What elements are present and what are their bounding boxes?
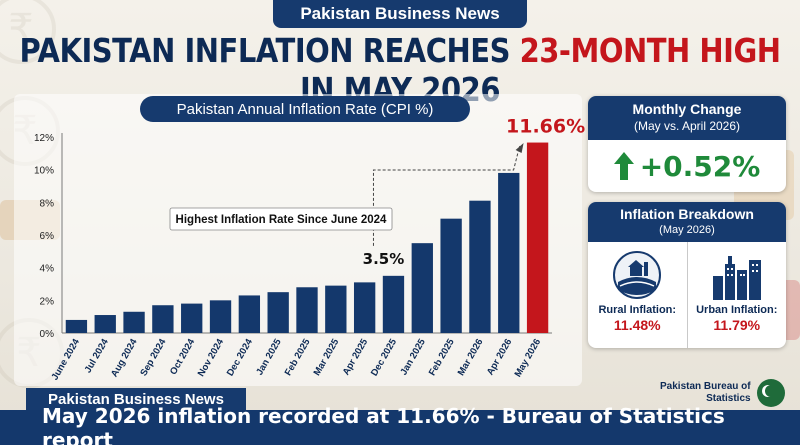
rural-column: Rural Inflation: 11.48% — [588, 242, 687, 348]
urban-column: Urban Inflation: 11.79% — [686, 242, 787, 348]
urban-value: 11.79% — [713, 317, 761, 333]
bar — [498, 172, 520, 333]
farm-icon — [588, 248, 687, 300]
top-banner: Pakistan Business News — [273, 0, 527, 28]
bar — [94, 315, 116, 333]
x-tick-label: Jul 2024 — [83, 336, 112, 375]
bar — [325, 285, 347, 333]
bar — [267, 292, 289, 333]
monthly-change-header: Monthly Change (May vs. April 2026) — [588, 96, 786, 140]
monthly-change-row: +0.52% — [588, 140, 786, 192]
inflation-breakdown-panel: Inflation Breakdown (May 2026) Rural Inf… — [588, 202, 786, 348]
x-tick-label: Nov 2024 — [196, 336, 227, 378]
footer-tag: Pakistan Business News — [26, 388, 246, 410]
bar — [296, 287, 318, 333]
rural-value: 11.48% — [613, 317, 661, 333]
city-icon — [688, 248, 787, 300]
pbs-line2: Statistics — [706, 393, 751, 404]
breakdown-subtitle: (May 2026) — [659, 224, 715, 236]
x-tick-label: Mar 2025 — [312, 336, 342, 377]
bar — [411, 243, 433, 333]
x-tick-label: May 2026 — [513, 337, 544, 379]
y-tick-label: 2% — [40, 296, 55, 307]
x-tick-label: Oct 2024 — [168, 336, 198, 376]
bar — [65, 319, 88, 333]
x-tick-label: Feb 2025 — [427, 336, 457, 377]
x-tick-label: Dec 2025 — [369, 336, 399, 378]
data-label: 11.66% — [506, 116, 585, 138]
monthly-change-subtitle: (May vs. April 2026) — [633, 119, 741, 133]
monthly-change-panel: Monthly Change (May vs. April 2026) +0.5… — [588, 96, 786, 192]
monthly-change-value: +0.52% — [639, 149, 761, 183]
news-ticker: May 2026 inflation recorded at 11.66% - … — [0, 404, 800, 445]
x-tick-label: Sep 2024 — [138, 336, 168, 378]
headline-highlight: 23-MONTH HIGH — [519, 30, 781, 70]
breakdown-title: Inflation Breakdown — [620, 206, 754, 222]
bar — [209, 300, 232, 333]
annotation-box — [169, 207, 393, 231]
monthly-change-title: Monthly Change — [632, 101, 742, 117]
x-tick-label: Jan 2025 — [254, 336, 284, 377]
y-tick-label: 6% — [40, 231, 55, 242]
x-tick-label: Jan 2025 — [398, 336, 428, 377]
bar — [382, 275, 405, 333]
bar — [181, 303, 203, 333]
bar — [469, 200, 491, 333]
y-tick-label: 4% — [40, 264, 55, 275]
data-label: 3.5% — [363, 250, 405, 268]
annotation-text: Highest Inflation Rate Since June 2024 — [176, 214, 387, 226]
pbs-name: Pakistan Bureau of Statistics — [660, 381, 751, 405]
breakdown-header: Inflation Breakdown (May 2026) — [588, 202, 786, 242]
rupee-coin-icon: ₹ — [0, 0, 56, 64]
y-tick-label: 10% — [34, 166, 54, 177]
bar — [123, 311, 145, 333]
bar — [353, 282, 376, 333]
urban-label: Urban Inflation: — [696, 304, 778, 316]
chart-title: Pakistan Annual Inflation Rate (CPI %) — [140, 96, 470, 122]
rural-label: Rural Inflation: — [598, 304, 677, 316]
y-tick-label: 12% — [34, 133, 54, 144]
pbs-logo-icon — [756, 379, 785, 407]
pbs-line1: Pakistan Bureau of — [660, 381, 751, 392]
annotation-arrowhead — [515, 143, 524, 153]
bar — [526, 142, 549, 333]
bar — [440, 218, 462, 333]
breakdown-columns: Rural Inflation: 11.48% — [588, 242, 786, 348]
headline: PAKISTAN INFLATION REACHES 23-MONTH HIGH… — [0, 31, 800, 109]
x-tick-label: Mar 2026 — [456, 337, 486, 378]
y-tick-label: 8% — [40, 198, 55, 209]
y-tick-label: 0% — [40, 329, 55, 340]
x-tick-label: June 2024 — [50, 336, 83, 382]
pbs-source: Pakistan Bureau of Statistics — [660, 376, 788, 410]
up-arrow-icon — [613, 152, 634, 180]
x-tick-label: Apr 2026 — [485, 337, 515, 377]
x-tick-label: Feb 2025 — [283, 336, 313, 377]
x-tick-label: Apr 2025 — [341, 336, 371, 377]
headline-part1: PAKISTAN INFLATION REACHES — [19, 30, 520, 70]
bar — [238, 295, 261, 333]
bar — [152, 305, 174, 333]
x-tick-label: Aug 2024 — [109, 336, 140, 379]
x-tick-label: Dec 2024 — [225, 336, 255, 378]
